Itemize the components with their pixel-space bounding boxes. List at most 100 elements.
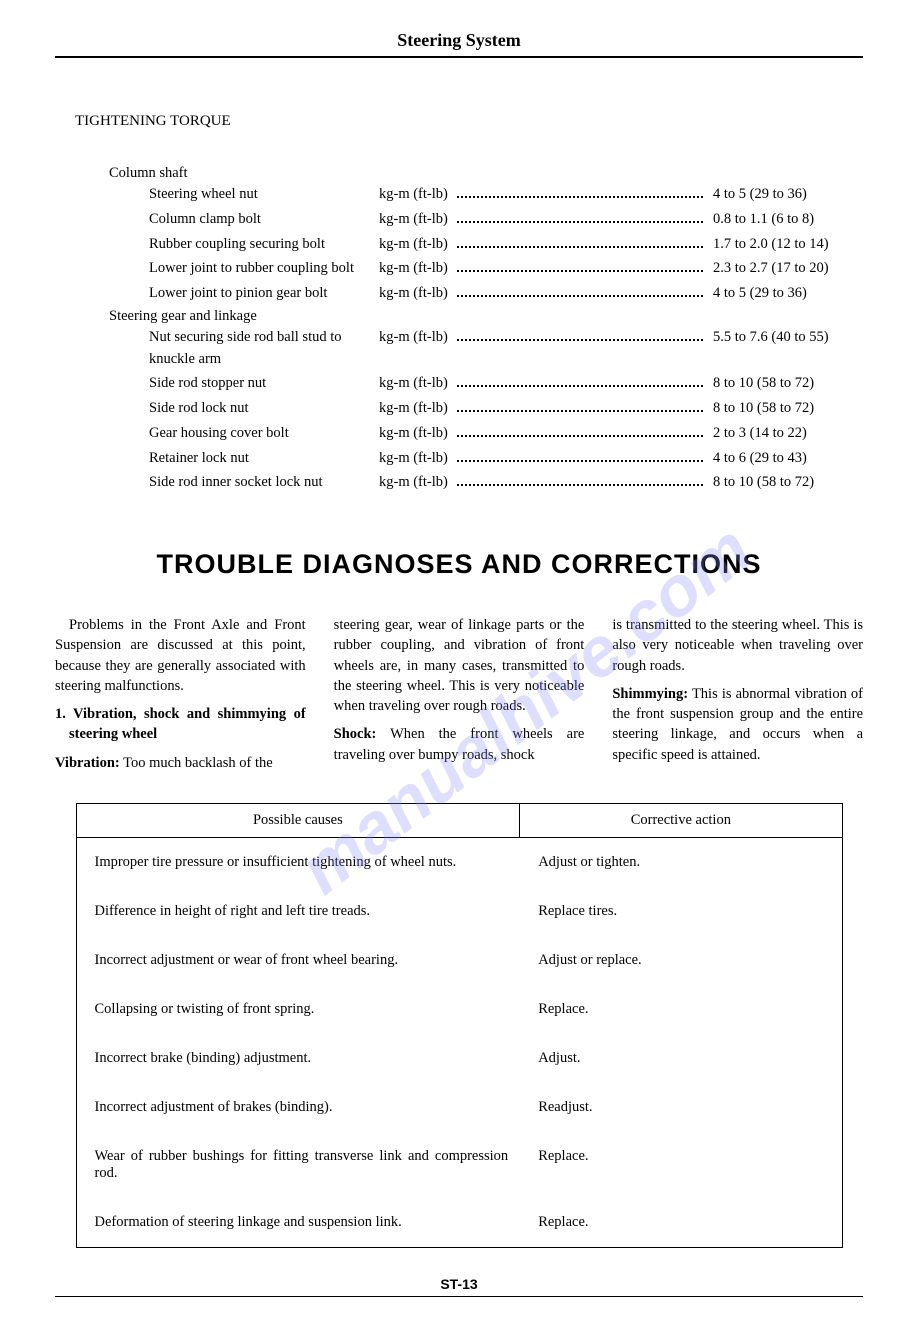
table-row: Incorrect adjustment of brakes (binding)… bbox=[77, 1083, 842, 1132]
table-row: Incorrect adjustment or wear of front wh… bbox=[77, 936, 842, 985]
cell-cause: Deformation of steering linkage and susp… bbox=[77, 1206, 521, 1239]
torque-label: Lower joint to rubber coupling bolt bbox=[149, 258, 379, 280]
col-3: is transmitted to the steering wheel. Th… bbox=[612, 615, 863, 781]
torque-value: 8 to 10 (58 to 72) bbox=[707, 398, 863, 420]
cell-action: Replace. bbox=[520, 993, 841, 1026]
table-row: Difference in height of right and left t… bbox=[77, 887, 842, 936]
col3-p1: is transmitted to the steering wheel. Th… bbox=[612, 615, 863, 676]
torque-row: Retainer lock nutkg-m (ft-lb)4 to 6 (29 … bbox=[149, 448, 863, 470]
table-row: Improper tire pressure or insufficient t… bbox=[77, 838, 842, 887]
heading-trouble: TROUBLE DIAGNOSES AND CORRECTIONS bbox=[55, 549, 863, 580]
torque-dots bbox=[457, 270, 703, 272]
torque-dots bbox=[457, 484, 703, 486]
table-row: Incorrect brake (binding) adjustment.Adj… bbox=[77, 1034, 842, 1083]
page-number: ST-13 bbox=[55, 1276, 863, 1292]
col2-p1: steering gear, wear of linkage parts or … bbox=[334, 615, 585, 716]
torque-dots bbox=[457, 435, 703, 437]
cell-cause: Incorrect adjustment or wear of front wh… bbox=[77, 944, 521, 977]
torque-label: Side rod stopper nut bbox=[149, 373, 379, 395]
torque-row: Rubber coupling securing boltkg-m (ft-lb… bbox=[149, 234, 863, 256]
torque-label: Column clamp bolt bbox=[149, 209, 379, 231]
cell-cause: Collapsing or twisting of front spring. bbox=[77, 993, 521, 1026]
torque-value: 5.5 to 7.6 (40 to 55) bbox=[707, 327, 863, 349]
torque-row: Column clamp boltkg-m (ft-lb)0.8 to 1.1 … bbox=[149, 209, 863, 231]
cell-action: Replace tires. bbox=[520, 895, 841, 928]
cell-action: Adjust. bbox=[520, 1042, 841, 1075]
cell-cause: Difference in height of right and left t… bbox=[77, 895, 521, 928]
torque-unit: kg-m (ft-lb) bbox=[379, 448, 453, 470]
torque-value: 2.3 to 2.7 (17 to 20) bbox=[707, 258, 863, 280]
torque-value: 0.8 to 1.1 (6 to 8) bbox=[707, 209, 863, 231]
subhead-1: 1. Vibration, shock and shimmying of ste… bbox=[55, 704, 306, 745]
cell-action: Adjust or tighten. bbox=[520, 846, 841, 879]
footer-rule bbox=[55, 1296, 863, 1297]
torque-value: 4 to 5 (29 to 36) bbox=[707, 184, 863, 206]
th-action: Corrective action bbox=[520, 804, 841, 837]
shock-def: Shock: When the front wheels are traveli… bbox=[334, 724, 585, 765]
cell-action: Replace. bbox=[520, 1206, 841, 1239]
intro-columns: Problems in the Front Axle and Front Sus… bbox=[55, 615, 863, 781]
torque-dots bbox=[457, 295, 703, 297]
torque-row: Gear housing cover boltkg-m (ft-lb) 2 to … bbox=[149, 423, 863, 445]
cell-cause: Incorrect brake (binding) adjustment. bbox=[77, 1042, 521, 1075]
torque-row: Steering wheel nutkg-m (ft-lb) 4 to 5 (29… bbox=[149, 184, 863, 206]
cell-cause: Incorrect adjustment of brakes (binding)… bbox=[77, 1091, 521, 1124]
torque-dots bbox=[457, 460, 703, 462]
torque-value: 8 to 10 (58 to 72) bbox=[707, 373, 863, 395]
torque-dots bbox=[457, 410, 703, 412]
section-title-torque: TIGHTENING TORQUE bbox=[75, 113, 863, 130]
torque-label: Gear housing cover bolt bbox=[149, 423, 379, 445]
cell-action: Replace. bbox=[520, 1140, 841, 1190]
col-1: Problems in the Front Axle and Front Sus… bbox=[55, 615, 306, 781]
torque-row: Nut securing side rod ball stud to knuck… bbox=[149, 327, 863, 371]
torque-dots bbox=[457, 221, 703, 223]
table-header: Possible causes Corrective action bbox=[77, 804, 842, 838]
torque-row: Side rod inner socket lock nutkg-m (ft-l… bbox=[149, 472, 863, 494]
term-shimmy: Shimmying: bbox=[612, 686, 688, 702]
torque-unit: kg-m (ft-lb) bbox=[379, 398, 453, 420]
table-row: Collapsing or twisting of front spring.R… bbox=[77, 985, 842, 1034]
torque-dots bbox=[457, 339, 703, 341]
page-header: Steering System bbox=[55, 30, 863, 58]
torque-label: Rubber coupling securing bolt bbox=[149, 234, 379, 256]
torque-row: Lower joint to pinion gear boltkg-m (ft-… bbox=[149, 283, 863, 305]
group-column-shaft: Column shaft bbox=[109, 165, 863, 182]
torque-label: Side rod lock nut bbox=[149, 398, 379, 420]
torque-unit: kg-m (ft-lb) bbox=[379, 327, 453, 349]
torque-value: 2 to 3 (14 to 22) bbox=[707, 423, 863, 445]
torque-row: Side rod lock nutkg-m (ft-lb) 8 to 10 (58… bbox=[149, 398, 863, 420]
torque-label: Steering wheel nut bbox=[149, 184, 379, 206]
group-steering-gear: Steering gear and linkage bbox=[109, 308, 863, 325]
torque-label: Nut securing side rod ball stud to knuck… bbox=[149, 327, 379, 371]
torque-label: Lower joint to pinion gear bolt bbox=[149, 283, 379, 305]
torque-value: 1.7 to 2.0 (12 to 14) bbox=[707, 234, 863, 256]
torque-unit: kg-m (ft-lb) bbox=[379, 373, 453, 395]
torque-unit: kg-m (ft-lb) bbox=[379, 234, 453, 256]
torque-unit: kg-m (ft-lb) bbox=[379, 258, 453, 280]
torque-unit: kg-m (ft-lb) bbox=[379, 283, 453, 305]
torque-unit: kg-m (ft-lb) bbox=[379, 423, 453, 445]
torque-unit: kg-m (ft-lb) bbox=[379, 472, 453, 494]
torque-dots bbox=[457, 246, 703, 248]
cell-cause: Improper tire pressure or insufficient t… bbox=[77, 846, 521, 879]
torque-dots bbox=[457, 196, 703, 198]
torque-value: 8 to 10 (58 to 72) bbox=[707, 472, 863, 494]
term-vibration: Vibration: bbox=[55, 755, 120, 771]
vibration-text: Too much backlash of the bbox=[123, 755, 273, 771]
th-causes: Possible causes bbox=[77, 804, 521, 837]
cell-cause: Wear of rubber bushings for fitting tran… bbox=[77, 1140, 521, 1190]
torque-specs: Column shaft Steering wheel nutkg-m (ft-… bbox=[109, 165, 863, 494]
torque-value: 4 to 5 (29 to 36) bbox=[707, 283, 863, 305]
shimmy-def: Shimmying: This is abnormal vibration of… bbox=[612, 684, 863, 765]
torque-unit: kg-m (ft-lb) bbox=[379, 184, 453, 206]
torque-label: Side rod inner socket lock nut bbox=[149, 472, 379, 494]
intro-p1: Problems in the Front Axle and Front Sus… bbox=[55, 615, 306, 696]
torque-row: Side rod stopper nutkg-m (ft-lb) 8 to 10 … bbox=[149, 373, 863, 395]
torque-dots bbox=[457, 385, 703, 387]
term-shock: Shock: bbox=[334, 726, 377, 742]
cell-action: Readjust. bbox=[520, 1091, 841, 1124]
table-row: Wear of rubber bushings for fitting tran… bbox=[77, 1132, 842, 1198]
trouble-table: Possible causes Corrective action Improp… bbox=[76, 803, 843, 1248]
torque-row: Lower joint to rubber coupling boltkg-m … bbox=[149, 258, 863, 280]
cell-action: Adjust or replace. bbox=[520, 944, 841, 977]
